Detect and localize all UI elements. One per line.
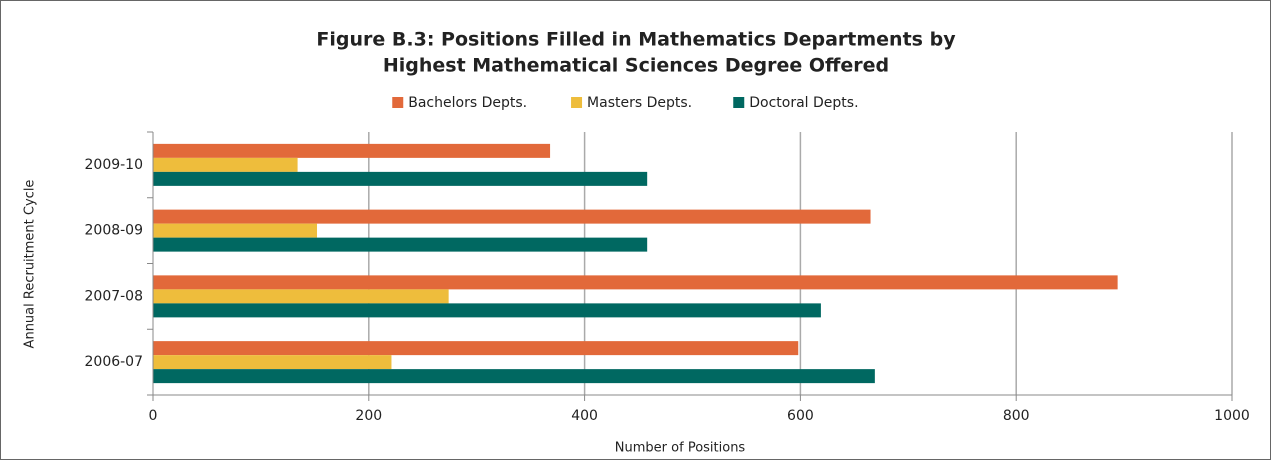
legend-label: Bachelors Depts.: [408, 95, 527, 111]
x-axis-label: Number of Positions: [615, 441, 746, 456]
bar: [153, 275, 1118, 290]
chart-title: Figure B.3: Positions Filled in Mathemat…: [316, 29, 956, 51]
legend-swatch: [571, 97, 583, 108]
x-tick-label: 800: [1003, 408, 1030, 424]
legend-label: Masters Depts.: [587, 95, 692, 111]
legend-label: Doctoral Depts.: [749, 95, 858, 111]
x-tick-label: 600: [787, 408, 814, 424]
y-tick-label: 2006-07: [85, 354, 144, 370]
y-tick-label: 2007-08: [85, 288, 144, 304]
x-tick-label: 400: [571, 408, 598, 424]
x-tick-label: 0: [149, 408, 158, 424]
x-tick-label: 200: [355, 408, 382, 424]
bar: [153, 209, 871, 224]
bar: [153, 303, 821, 318]
bar: [153, 157, 298, 172]
y-axis-label: Annual Recruitment Cycle: [23, 180, 38, 349]
legend-swatch: [392, 97, 404, 108]
bar: [153, 143, 551, 158]
y-tick-label: 2009-10: [85, 157, 144, 173]
x-tick-label: 1000: [1214, 408, 1250, 424]
bar: [153, 237, 648, 252]
bar: [153, 223, 318, 238]
bar: [153, 171, 648, 186]
bar: [153, 355, 392, 370]
bar: [153, 289, 449, 304]
y-tick-label: 2008-09: [85, 223, 144, 239]
bar: [153, 341, 799, 356]
bar: [153, 369, 875, 384]
legend-swatch: [733, 97, 745, 108]
chart-title: Highest Mathematical Sciences Degree Off…: [383, 55, 889, 77]
